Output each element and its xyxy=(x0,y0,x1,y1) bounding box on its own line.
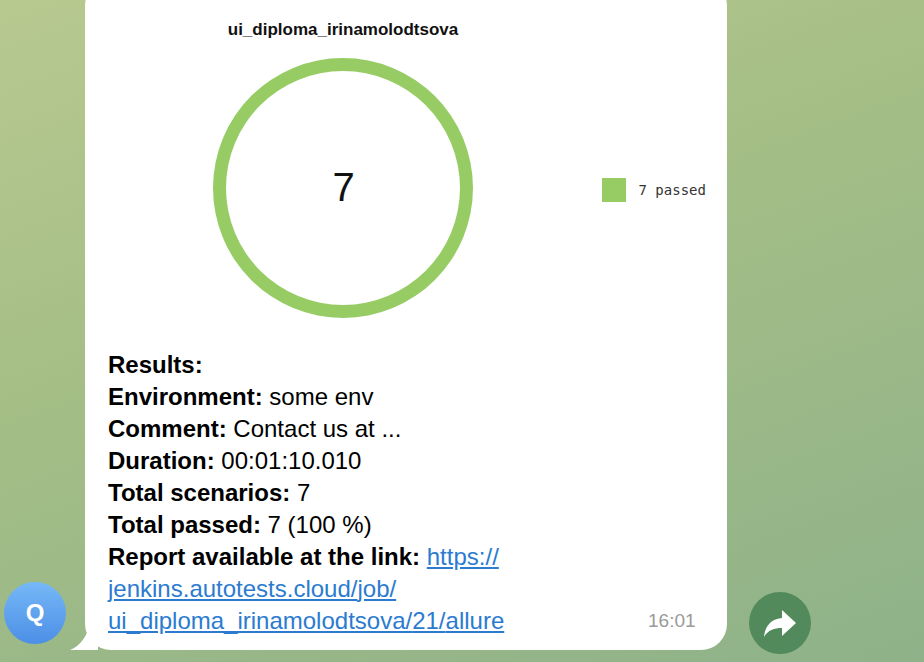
html-text:Environment: some env: Environment: some env xyxy=(108,383,374,410)
html-text:16:01: 16:01 xyxy=(648,610,696,631)
svg-text:7: 7 xyxy=(332,165,354,209)
html-text:Results:: Results: xyxy=(108,351,203,378)
html-text:Total scenarios: 7: Total scenarios: 7 xyxy=(108,479,311,506)
html-text:jenkins.autotests.cloud/ job/: jenkins.autotests.cloud/ job/ xyxy=(108,575,397,602)
html-text:Total passed: 7 (100 %): Total passed: 7 (100 %) xyxy=(108,511,372,538)
svg-text:7 passed: 7 passed xyxy=(639,182,706,198)
html-text:ui_diploma_irinamolodtsova/ 21: ui_diploma_irinamolodtsova/ 21/ allure xyxy=(108,607,505,634)
html-text:Duration: 00:01:10.010: Duration: 00:01:10.010 xyxy=(108,447,362,474)
html-text:ui_diploma_irinamolodtsova: ui_diploma_irinamolodtsova xyxy=(227,20,459,39)
html-text:Comment: Contact us at ...: Comment: Contact us at ... xyxy=(108,415,402,442)
html-text:Report available at the link:: Report available at the link: https:/ / xyxy=(108,543,499,570)
html-text:Q: Q xyxy=(25,599,45,626)
